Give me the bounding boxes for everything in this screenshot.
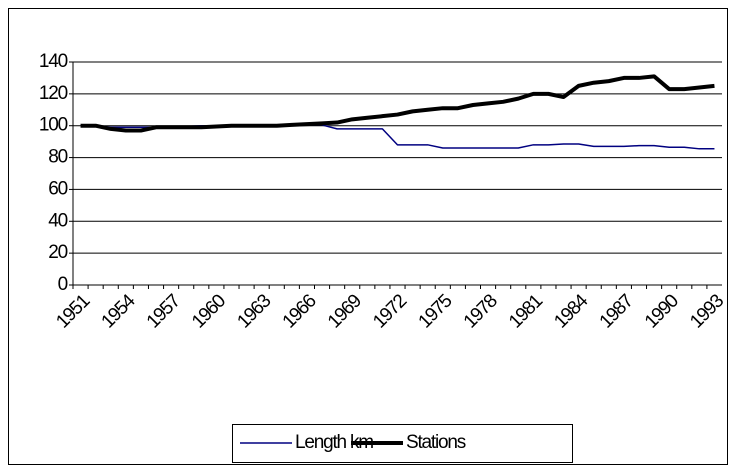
legend-label: Stations (406, 432, 466, 453)
y-tick-label: 80 (48, 147, 67, 168)
y-tick-label: 40 (48, 210, 67, 231)
y-tick-label: 60 (48, 178, 67, 199)
y-tick-label: 100 (39, 115, 68, 136)
series-line (80, 74, 715, 133)
y-tick-label: 140 (39, 51, 68, 72)
legend-label: Length km (295, 432, 373, 453)
y-tick-label: 120 (39, 83, 68, 104)
chart-border (8, 8, 728, 465)
y-tick-label: 20 (48, 242, 67, 263)
y-tick-label: 0 (58, 274, 68, 295)
